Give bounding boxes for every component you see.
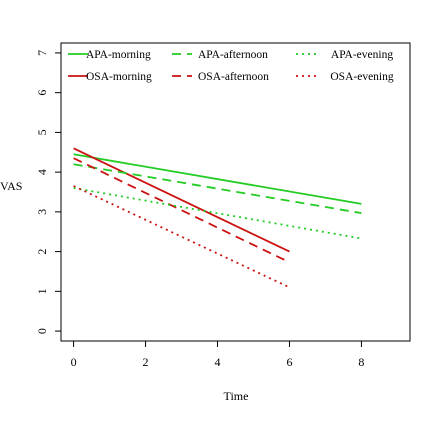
- y-tick-label: 5: [35, 129, 49, 135]
- x-tick-label: 2: [143, 355, 149, 369]
- legend-label-apa-afternoon: APA-afternoon: [198, 49, 268, 61]
- plot-frame: [60, 42, 411, 342]
- y-tick-label: 3: [35, 209, 49, 215]
- series-layer: [73, 147, 362, 289]
- y-tick-label: 0: [35, 328, 49, 334]
- series-line-osa-afternoon: [73, 157, 290, 264]
- x-tick-label: 0: [71, 355, 77, 369]
- y-tick-label: 6: [35, 90, 49, 96]
- series-line-apa-evening: [73, 187, 362, 240]
- legend-label-apa-morning: APA-morning: [86, 49, 151, 61]
- legend: APA-morning APA-afternoon APA-evening OSA-m…: [68, 49, 394, 83]
- y-tick-label: 2: [35, 249, 49, 255]
- legend-label-osa-afternoon: OSA-afternoon: [198, 71, 269, 83]
- series-line-osa-evening: [73, 185, 290, 289]
- series-line-apa-morning: [73, 153, 362, 205]
- legend-label-osa-morning: OSA-morning: [86, 71, 152, 83]
- x-tick-label: 8: [358, 355, 364, 369]
- y-axis-title: VAS: [0, 179, 22, 193]
- x-axis-title: Time: [224, 389, 249, 403]
- series-line-osa-morning: [73, 147, 290, 253]
- x-tick-label: 6: [286, 355, 292, 369]
- x-tick-label: 4: [215, 355, 221, 369]
- legend-label-apa-evening: APA-evening: [331, 49, 393, 61]
- x-axis: 0 2 4 6 8: [71, 340, 364, 369]
- series-line-apa-afternoon: [73, 163, 362, 214]
- legend-label-osa-evening: OSA-evening: [330, 71, 393, 83]
- y-tick-label: 7: [35, 50, 49, 56]
- y-tick-label: 4: [35, 169, 49, 175]
- y-axis: 0 1 2 3 4 5 6 7: [35, 50, 62, 334]
- y-tick-label: 1: [35, 288, 49, 294]
